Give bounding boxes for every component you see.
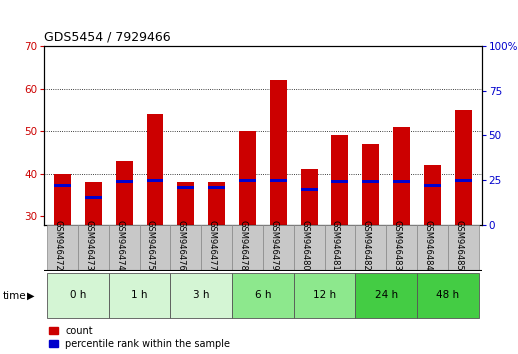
Bar bbox=[424, 165, 441, 225]
Bar bbox=[355, 225, 386, 271]
Bar bbox=[208, 182, 225, 225]
Bar bbox=[239, 179, 256, 182]
Text: GSM946482: GSM946482 bbox=[362, 220, 371, 271]
Text: GSM946479: GSM946479 bbox=[269, 220, 278, 271]
Bar bbox=[332, 181, 349, 183]
Bar bbox=[270, 80, 287, 225]
Bar bbox=[362, 144, 379, 225]
Bar bbox=[147, 179, 164, 182]
Text: GSM946483: GSM946483 bbox=[393, 220, 401, 271]
Text: ▶: ▶ bbox=[27, 291, 34, 301]
Text: 48 h: 48 h bbox=[436, 290, 459, 299]
Bar bbox=[116, 181, 133, 183]
Text: GSM946478: GSM946478 bbox=[238, 220, 248, 271]
Bar bbox=[393, 181, 410, 183]
Text: GSM946475: GSM946475 bbox=[146, 220, 155, 271]
Bar bbox=[270, 179, 287, 182]
Bar bbox=[362, 181, 379, 183]
Text: GSM946484: GSM946484 bbox=[423, 220, 433, 271]
Text: 0 h: 0 h bbox=[70, 290, 86, 299]
Text: 24 h: 24 h bbox=[375, 290, 398, 299]
Bar bbox=[78, 225, 109, 271]
Bar bbox=[393, 127, 410, 225]
Bar bbox=[170, 225, 201, 271]
Bar bbox=[177, 182, 194, 225]
Bar bbox=[232, 225, 263, 271]
Bar bbox=[263, 225, 294, 271]
Text: GSM946481: GSM946481 bbox=[331, 220, 340, 271]
Bar bbox=[239, 131, 256, 225]
Bar bbox=[417, 225, 448, 271]
Text: GSM946472: GSM946472 bbox=[53, 220, 63, 271]
Legend: count, percentile rank within the sample: count, percentile rank within the sample bbox=[49, 326, 231, 349]
Bar bbox=[177, 186, 194, 189]
Bar bbox=[201, 225, 232, 271]
Bar bbox=[85, 196, 102, 199]
Bar bbox=[109, 273, 170, 318]
Text: GSM946473: GSM946473 bbox=[84, 220, 93, 271]
Text: 12 h: 12 h bbox=[313, 290, 336, 299]
Bar bbox=[386, 225, 417, 271]
Bar bbox=[208, 186, 225, 189]
Bar bbox=[54, 184, 71, 187]
Bar bbox=[85, 182, 102, 225]
Bar bbox=[355, 273, 417, 318]
Bar bbox=[139, 225, 170, 271]
Bar bbox=[300, 188, 318, 190]
Bar bbox=[448, 225, 479, 271]
Bar bbox=[116, 161, 133, 225]
Text: GSM946474: GSM946474 bbox=[115, 220, 124, 271]
Bar bbox=[147, 114, 164, 225]
Bar bbox=[417, 273, 479, 318]
Text: GSM946480: GSM946480 bbox=[300, 220, 309, 271]
Bar bbox=[47, 225, 78, 271]
Bar bbox=[455, 179, 472, 182]
Bar bbox=[294, 225, 325, 271]
Bar bbox=[109, 225, 139, 271]
Bar bbox=[47, 273, 109, 318]
Bar bbox=[300, 170, 318, 225]
Text: 6 h: 6 h bbox=[255, 290, 271, 299]
Text: GSM946477: GSM946477 bbox=[208, 220, 217, 271]
Bar bbox=[232, 273, 294, 318]
Text: 1 h: 1 h bbox=[132, 290, 148, 299]
Bar bbox=[424, 184, 441, 187]
Bar bbox=[325, 225, 355, 271]
Text: GSM946485: GSM946485 bbox=[454, 220, 463, 271]
Bar bbox=[294, 273, 355, 318]
Text: GDS5454 / 7929466: GDS5454 / 7929466 bbox=[44, 30, 170, 44]
Text: 3 h: 3 h bbox=[193, 290, 209, 299]
Bar bbox=[455, 110, 472, 225]
Bar bbox=[54, 174, 71, 225]
Bar bbox=[332, 135, 349, 225]
Text: time: time bbox=[3, 291, 26, 301]
Bar bbox=[170, 273, 232, 318]
Text: GSM946476: GSM946476 bbox=[177, 220, 186, 271]
